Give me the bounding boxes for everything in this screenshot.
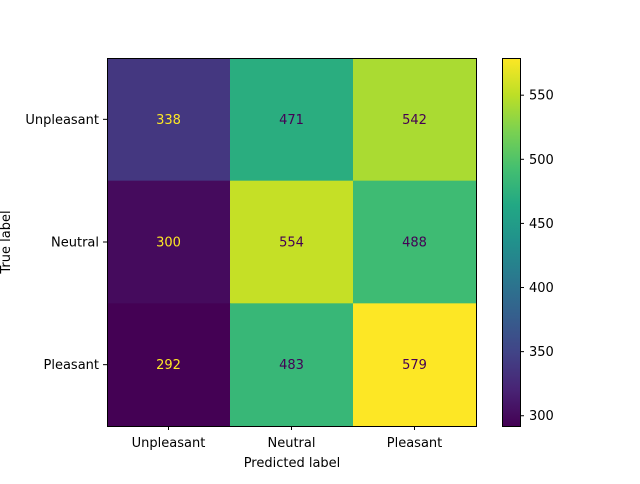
colorbar-tick-label-3: 450 — [529, 217, 554, 232]
heatmap-cell-r2-c2 — [353, 303, 477, 427]
cell-value-r0-c2: 542 — [402, 113, 427, 128]
y-tick-label-2: Pleasant — [44, 358, 100, 373]
heatmap-cell-r1-c2 — [353, 180, 477, 304]
heatmap-cell-r1-c1 — [230, 180, 354, 304]
colorbar-gradient — [502, 58, 520, 426]
colorbar-tick-label-4: 500 — [529, 153, 554, 168]
x-axis: Unpleasant Neutral Pleasant — [132, 426, 443, 451]
colorbar: 300 350 400 450 500 550 — [502, 58, 554, 427]
y-tick-label-1: Neutral — [51, 236, 99, 251]
cell-value-r2-c2: 579 — [402, 358, 427, 373]
y-axis: Unpleasant Neutral Pleasant — [25, 113, 107, 373]
heatmap-cell-r0-c0 — [107, 58, 231, 182]
heatmap-cell-r0-c2 — [353, 58, 477, 182]
x-tick-label-0: Unpleasant — [132, 436, 206, 451]
colorbar-tick-label-5: 550 — [529, 89, 554, 104]
cell-value-r1-c0: 300 — [156, 236, 181, 251]
cell-value-labels: 338 471 542 300 554 488 292 483 579 — [156, 113, 427, 373]
colorbar-ticks: 300 350 400 450 500 550 — [520, 89, 554, 424]
cell-value-r2-c1: 483 — [279, 358, 304, 373]
cell-value-r1-c2: 488 — [402, 236, 427, 251]
heatmap-cell-r1-c0 — [107, 180, 231, 304]
colorbar-tick-label-2: 400 — [529, 281, 554, 296]
cell-value-r2-c0: 292 — [156, 358, 181, 373]
colorbar-tick-label-1: 350 — [529, 345, 554, 360]
heatmap-cells — [107, 58, 477, 427]
heatmap-cell-r0-c1 — [230, 58, 354, 182]
cell-value-r0-c0: 338 — [156, 113, 181, 128]
x-tick-label-1: Neutral — [268, 436, 316, 451]
y-axis-label: True label — [0, 210, 14, 274]
x-tick-label-2: Pleasant — [387, 436, 443, 451]
colorbar-tick-label-0: 300 — [529, 409, 554, 424]
colorbar-frame — [502, 58, 521, 427]
cell-value-r1-c1: 554 — [279, 236, 304, 251]
heatmap-cell-r2-c1 — [230, 303, 354, 427]
heatmap-cell-r2-c0 — [107, 303, 231, 427]
x-axis-label: Predicted label — [244, 456, 341, 471]
y-tick-label-0: Unpleasant — [25, 113, 99, 128]
cell-value-r0-c1: 471 — [279, 113, 304, 128]
